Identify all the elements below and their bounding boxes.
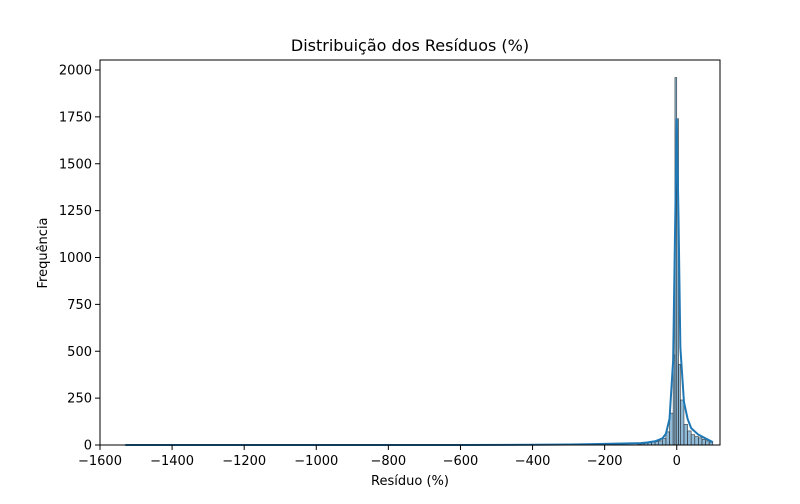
histogram-bar (654, 441, 660, 446)
x-tick-label: 0 (673, 454, 681, 469)
y-axis-ticks: 0 250 500 750 1000 1250 1500 1750 2000 (59, 64, 100, 454)
y-tick-label: 750 (67, 298, 92, 313)
histogram-bar (694, 436, 699, 446)
x-tick-label: −600 (443, 454, 479, 469)
y-tick-label: 1000 (59, 251, 92, 266)
y-tick-label: 1500 (59, 157, 92, 172)
x-tick-label: −400 (515, 454, 551, 469)
x-tick-label: −1000 (294, 454, 338, 469)
histogram-bar (662, 438, 667, 446)
histogram-bar (687, 430, 692, 446)
y-tick-label: 250 (67, 392, 92, 407)
y-tick-label: 1250 (59, 204, 92, 219)
x-tick-label: −200 (587, 454, 623, 469)
histogram-bar (701, 439, 706, 446)
chart-title: Distribuição dos Resíduos (%) (291, 36, 529, 55)
x-axis-ticks: −1600 −1400 −1200 −1000 −800 −600 −400 −200 0 (78, 445, 681, 469)
y-tick-label: 500 (67, 345, 92, 360)
y-tick-label: 0 (84, 439, 92, 454)
x-axis-label: Resíduo (%) (371, 474, 449, 489)
histogram-bar (658, 440, 663, 446)
y-axis-label: Frequência (36, 217, 51, 288)
y-tick-label: 2000 (59, 64, 92, 79)
x-tick-label: −1400 (150, 454, 194, 469)
x-tick-label: −1600 (78, 454, 122, 469)
histogram-bar (698, 437, 703, 446)
plot-frame (99, 59, 721, 446)
x-tick-label: −800 (371, 454, 407, 469)
x-tick-label: −1200 (222, 454, 266, 469)
histogram-bar (680, 399, 685, 446)
histogram-bar (705, 440, 710, 446)
y-tick-label: 1750 (59, 110, 92, 125)
histogram-bar (690, 434, 696, 446)
histogram-bar (683, 424, 688, 446)
